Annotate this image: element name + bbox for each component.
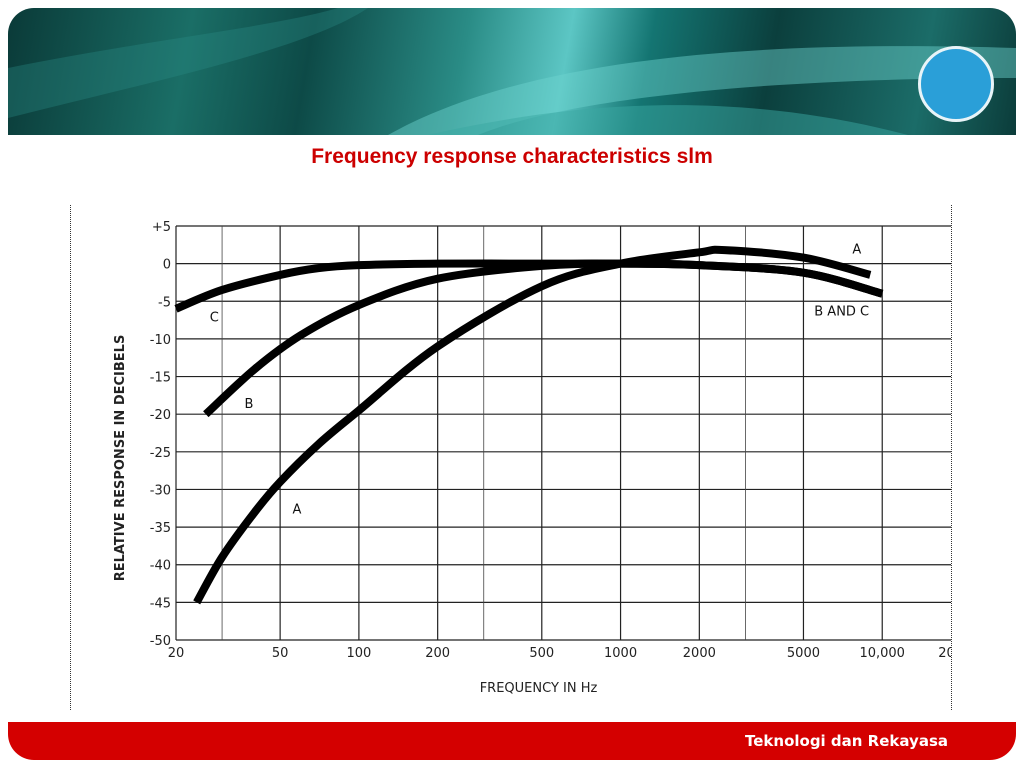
curve-annotation: A [293, 502, 302, 517]
x-tick-label: 1000 [604, 646, 637, 661]
x-tick-label: 5000 [787, 646, 820, 661]
curve-annotation: C [210, 310, 219, 325]
y-tick-label: -10 [150, 333, 171, 348]
y-tick-label: -5 [158, 295, 171, 310]
y-tick-label: -25 [150, 446, 171, 461]
header-banner [8, 8, 1016, 135]
curve-annotation: A [852, 243, 861, 258]
footer-bar: Teknologi dan Rekayasa [8, 722, 1016, 760]
y-tick-label: -45 [150, 596, 171, 611]
tut-wuri-handayani-logo [918, 46, 994, 122]
y-tick-label: +5 [152, 220, 171, 235]
frequency-response-chart: 20 50 100 200 500 1000 2000 5000 10,000 20,000 +5 0… [113, 220, 951, 696]
banner-swirl [8, 8, 1016, 135]
curve-annotation: B [244, 397, 253, 412]
y-tick-label: -15 [150, 371, 171, 386]
y-tick-label: -30 [150, 483, 171, 498]
curve-a [193, 245, 872, 605]
x-tick-label: 10,000 [859, 646, 905, 661]
y-axis-label: RELATIVE RESPONSE IN DECIBELS [113, 335, 128, 582]
x-tick-label: 200 [425, 646, 450, 661]
y-tick-label: -20 [150, 408, 171, 423]
footer-text: Teknologi dan Rekayasa [745, 732, 948, 750]
curve-c [174, 259, 884, 313]
x-tick-label: 100 [346, 646, 371, 661]
x-axis-label: FREQUENCY IN Hz [480, 681, 598, 696]
x-tick-label: 20 [168, 646, 185, 661]
curve-annotation: B AND C [814, 304, 869, 319]
x-tick-label: 500 [529, 646, 554, 661]
chart-frame: 20 50 100 200 500 1000 2000 5000 10,000 20,000 +5 0… [70, 205, 952, 710]
y-tick-label: -50 [150, 634, 171, 649]
y-tick-label: -40 [150, 559, 171, 574]
x-tick-label: 50 [272, 646, 289, 661]
y-tick-label: 0 [163, 258, 171, 273]
slide-title: Frequency response characteristics slm [311, 145, 713, 168]
y-tick-label: -35 [150, 521, 171, 536]
x-tick-label: 2000 [683, 646, 716, 661]
x-tick-label: 20,000 [938, 646, 951, 661]
